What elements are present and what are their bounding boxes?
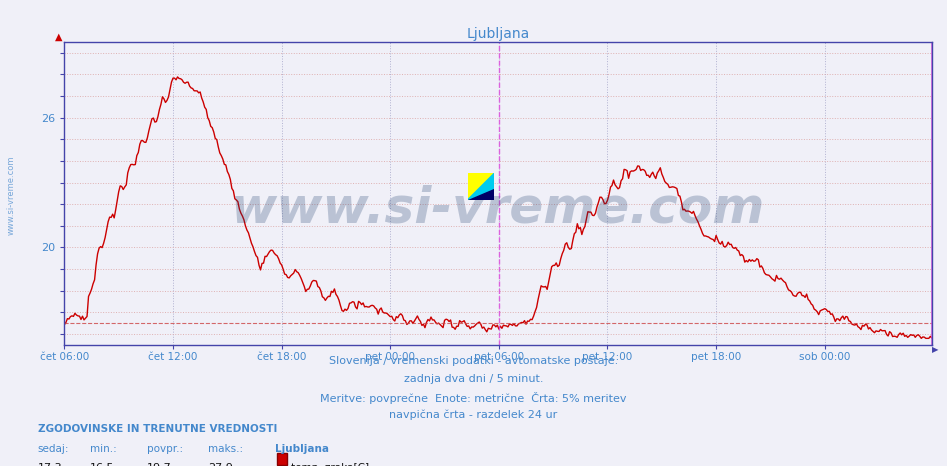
Text: ZGODOVINSKE IN TRENUTNE VREDNOSTI: ZGODOVINSKE IN TRENUTNE VREDNOSTI [38, 424, 277, 434]
Polygon shape [468, 173, 494, 199]
Text: www.si-vreme.com: www.si-vreme.com [231, 185, 765, 233]
Text: 17,3: 17,3 [38, 463, 63, 466]
Text: 19,7: 19,7 [147, 463, 171, 466]
Text: Meritve: povprečne  Enote: metrične  Črta: 5% meritev: Meritve: povprečne Enote: metrične Črta:… [320, 392, 627, 404]
Text: ▲: ▲ [55, 32, 63, 42]
Text: povpr.:: povpr.: [147, 444, 183, 453]
Polygon shape [468, 189, 494, 199]
Text: ▶: ▶ [932, 345, 938, 355]
Title: Ljubljana: Ljubljana [467, 27, 529, 41]
Text: Ljubljana: Ljubljana [275, 444, 329, 453]
Text: temp. zraka[C]: temp. zraka[C] [291, 463, 368, 466]
Polygon shape [468, 173, 494, 199]
Text: zadnja dva dni / 5 minut.: zadnja dva dni / 5 minut. [403, 374, 544, 384]
Text: www.si-vreme.com: www.si-vreme.com [7, 156, 16, 235]
Text: sedaj:: sedaj: [38, 444, 69, 453]
Text: navpična črta - razdelek 24 ur: navpična črta - razdelek 24 ur [389, 410, 558, 420]
Text: min.:: min.: [90, 444, 116, 453]
Text: 16,5: 16,5 [90, 463, 115, 466]
Text: Slovenija / vremenski podatki - avtomatske postaje.: Slovenija / vremenski podatki - avtomats… [329, 356, 618, 366]
Text: maks.:: maks.: [208, 444, 243, 453]
Text: 27,9: 27,9 [208, 463, 233, 466]
